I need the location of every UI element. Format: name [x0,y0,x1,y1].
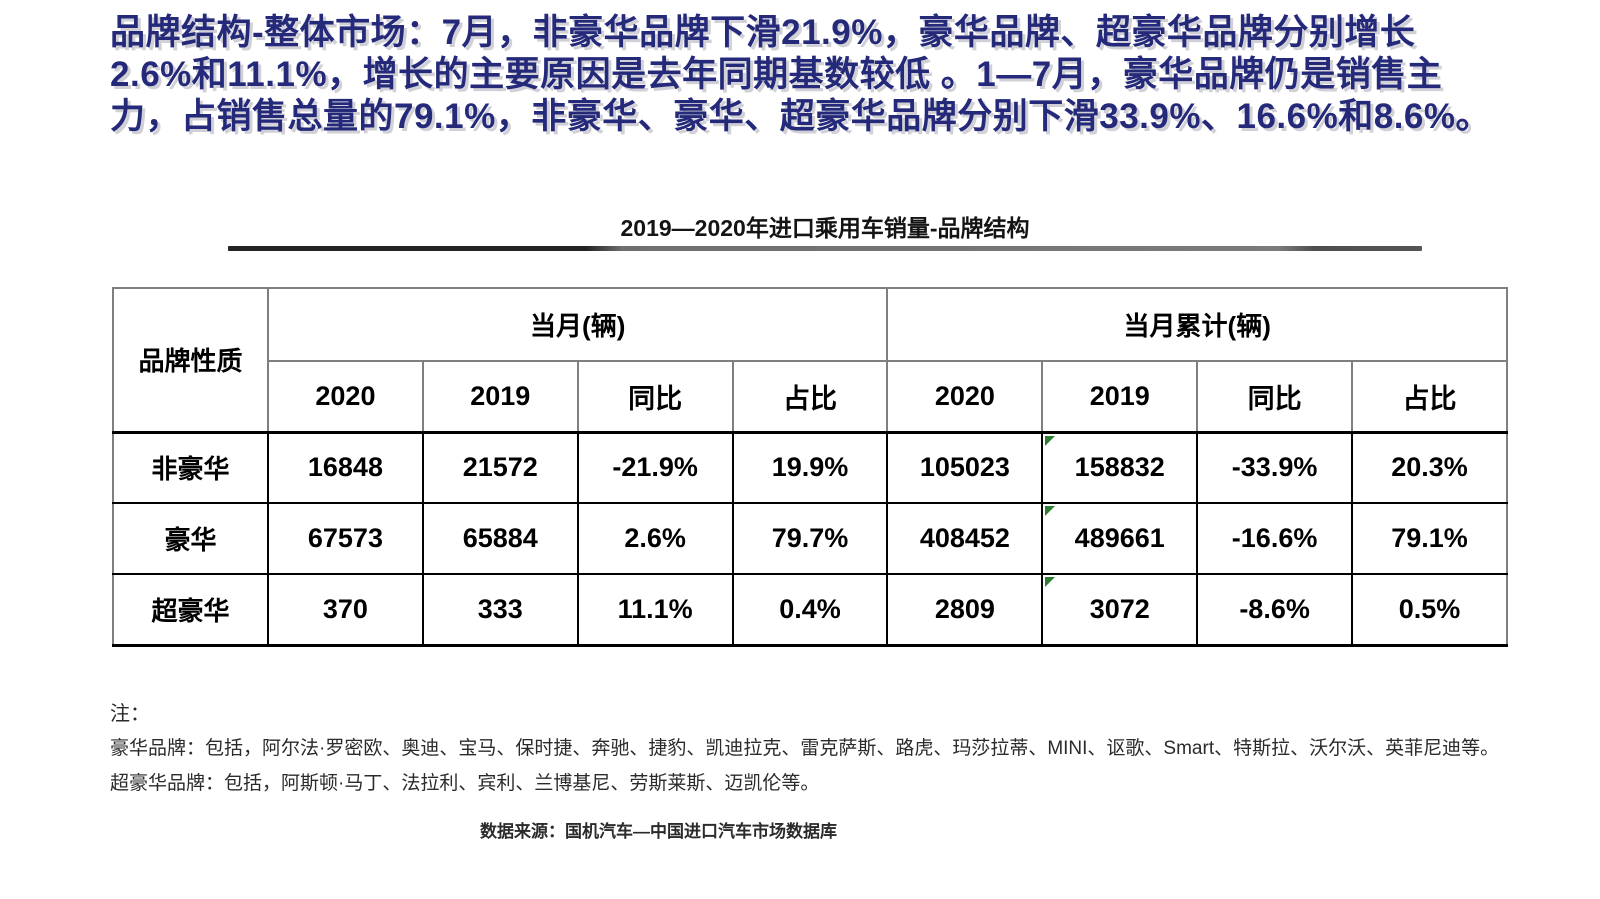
cell: -16.6% [1196,502,1354,575]
cell: 21572 [421,431,579,504]
data-source: 数据来源：国机汽车—中国进口汽车市场数据库 [480,822,837,841]
cell: 0.4% [731,573,889,647]
row-label: 非豪华 [112,431,269,504]
cell: 489661 [1041,502,1199,575]
cell: 19.9% [731,431,889,504]
notes-label: 注： [110,703,150,725]
cell: 2809 [886,573,1044,647]
excel-flag-icon [1045,435,1056,446]
cell-value: 3072 [1089,593,1150,624]
title-underline [228,246,1422,251]
group-header-month: 当月(辆) [266,287,889,362]
cell: 16848 [267,431,424,504]
subheader-cum-yoy: 同比 [1196,360,1354,434]
header-row-sub: 2020 2019 同比 占比 2020 2019 同比 占比 [113,360,1508,434]
subheader-cum-share: 占比 [1351,360,1508,434]
note-super-luxury-brands: 超豪华品牌：包括，阿斯顿·马丁、法拉利、宾利、兰博基尼、劳斯莱斯、迈凯伦等。 [110,773,820,794]
header-row-groups: 品牌性质 当月(辆) 当月累计(辆) [112,287,1508,434]
cell: 0.5% [1351,573,1508,647]
excel-flag-icon [1045,577,1056,587]
excel-flag-icon [1045,506,1056,516]
cell: 79.1% [1351,502,1508,575]
table-row-non-luxury: 非豪华 16848 21572 -21.9% 19.9% 105023 1588… [112,431,1508,504]
cell: 2.6% [576,502,734,575]
cell: 408452 [886,502,1044,575]
table-row-luxury: 豪华 67573 65884 2.6% 79.7% 408452 489661 … [112,502,1508,575]
cell: 3072 [1041,573,1199,647]
group-header-cumulative: 当月累计(辆) [886,287,1508,362]
cell: -8.6% [1196,573,1354,647]
subheader-cum-2020: 2020 [886,360,1044,434]
cell: 370 [267,573,424,647]
subheader-cum-2019: 2019 [1041,360,1199,434]
cell: -21.9% [576,431,734,504]
headline: 品牌结构-整体市场：7月，非豪华品牌下滑21.9%，豪华品牌、超豪华品牌分别增长… [110,13,1492,136]
cell: 105023 [886,431,1044,504]
row-label: 超豪华 [112,573,269,647]
brand-structure-table: 品牌性质 当月(辆) 当月累计(辆) 2020 2019 同比 占比 2020 … [112,287,1508,647]
cell-value: 489661 [1074,523,1165,553]
cell: 158832 [1041,431,1199,504]
corner-header: 品牌性质 [112,287,269,434]
subheader-month-share: 占比 [731,360,889,434]
cell: 11.1% [576,573,734,647]
cell: -33.9% [1196,431,1354,504]
cell: 79.7% [731,502,889,575]
table-row-super-luxury: 超豪华 370 333 11.1% 0.4% 2809 3072 -8.6% 0… [112,573,1508,647]
note-luxury-brands: 豪华品牌：包括，阿尔法·罗密欧、奥迪、宝马、保时捷、奔驰、捷豹、凯迪拉克、雷克萨… [110,738,1500,759]
subheader-month-yoy: 同比 [576,360,734,434]
subheader-month-2019: 2019 [421,360,579,434]
cell: 333 [421,573,579,647]
cell-value: 158832 [1074,452,1165,483]
cell: 67573 [267,502,424,575]
table-title: 2019—2020年进口乘用车销量-品牌结构 [620,215,1030,241]
cell: 20.3% [1351,431,1508,504]
row-label: 豪华 [112,502,269,575]
subheader-month-2020: 2020 [267,360,424,434]
cell: 65884 [421,502,579,575]
